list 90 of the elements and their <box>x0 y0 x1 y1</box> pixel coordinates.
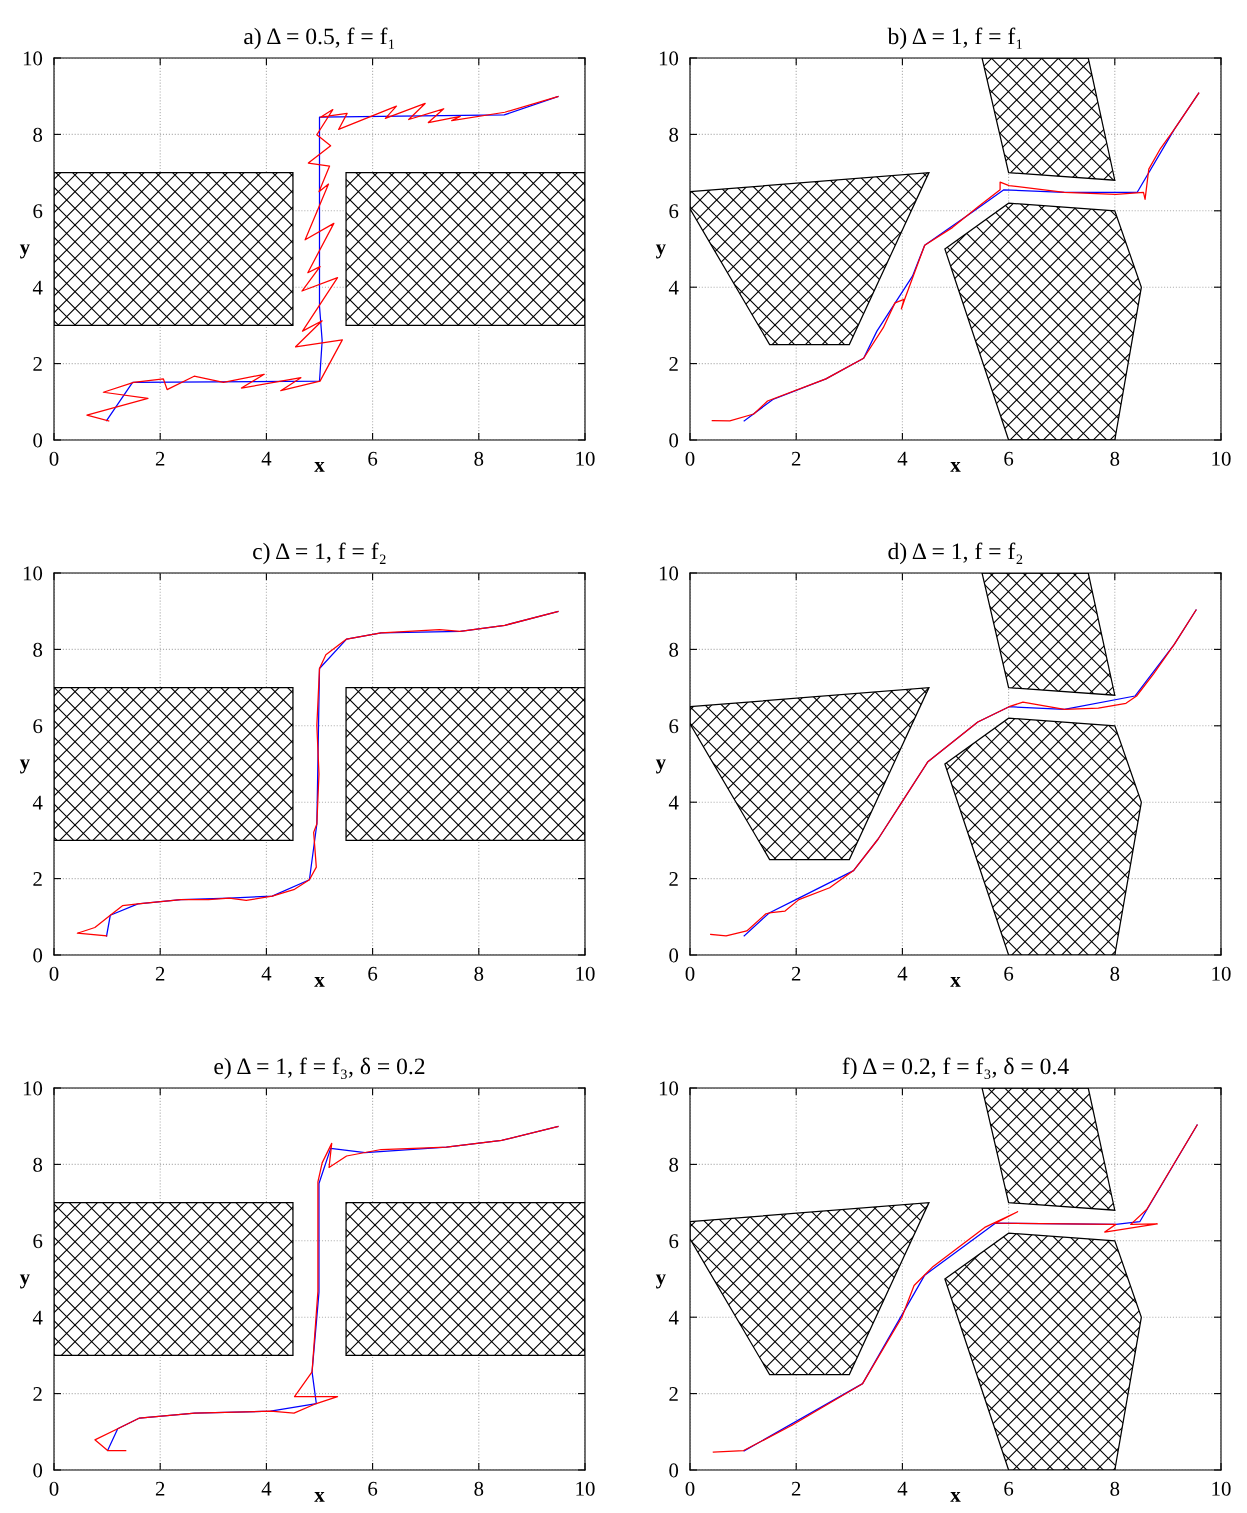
y-tick-label: 6 <box>669 204 679 219</box>
x-tick-label: 8 <box>474 451 484 466</box>
x-axis-title: x <box>314 1492 325 1502</box>
x-tick-label: 10 <box>1212 1481 1231 1496</box>
y-tick-label: 10 <box>659 566 679 581</box>
x-tick-label: 8 <box>474 966 484 981</box>
y-axis-title: y <box>19 1274 30 1289</box>
y-tick-label: 6 <box>33 204 43 219</box>
y-tick-label: 4 <box>32 280 43 295</box>
y-axis-title: y <box>655 1274 666 1289</box>
x-tick-label: 6 <box>1004 451 1014 466</box>
y-tick-label: 10 <box>23 51 43 66</box>
chart-title: c) Δ = 1, f = f₂ <box>253 542 386 565</box>
x-tick-label: 6 <box>368 966 378 981</box>
x-tick-label: 4 <box>897 1481 908 1496</box>
x-tick-label: 2 <box>791 451 801 466</box>
x-tick-label: 2 <box>155 966 165 981</box>
y-tick-label: 4 <box>32 795 43 810</box>
y-axis-title: y <box>19 244 30 259</box>
x-tick-label: 8 <box>1110 1481 1120 1496</box>
x-tick-label: 0 <box>685 1481 695 1496</box>
x-tick-label: 0 <box>49 1481 59 1496</box>
y-tick-label: 10 <box>659 1081 679 1096</box>
y-tick-label: 2 <box>33 872 42 886</box>
y-tick-label: 4 <box>32 1310 43 1325</box>
y-tick-label: 2 <box>669 872 678 886</box>
y-tick-label: 10 <box>23 1081 43 1096</box>
chart-title: d) Δ = 1, f = f₂ <box>888 542 1023 565</box>
y-tick-label: 6 <box>669 719 679 734</box>
x-tick-label: 4 <box>897 966 908 981</box>
y-tick-label: 8 <box>33 642 43 657</box>
x-axis-title: x <box>950 462 961 472</box>
y-tick-label: 10 <box>23 566 43 581</box>
y-axis-title: y <box>655 244 666 259</box>
y-axis-title: y <box>655 759 666 774</box>
x-tick-label: 4 <box>261 966 272 981</box>
y-axis-title: y <box>19 759 30 774</box>
chart-title: b) Δ = 1, f = f₁ <box>887 27 1022 50</box>
x-tick-label: 8 <box>1110 966 1120 981</box>
x-tick-label: 0 <box>685 451 695 466</box>
x-tick-label: 2 <box>155 451 165 466</box>
y-tick-label: 0 <box>33 433 43 448</box>
x-tick-label: 8 <box>474 1481 484 1496</box>
y-tick-label: 8 <box>33 1157 43 1172</box>
x-tick-label: 2 <box>155 1481 165 1496</box>
x-tick-label: 0 <box>49 451 59 466</box>
x-tick-label: 10 <box>1212 966 1231 981</box>
x-tick-label: 10 <box>576 966 595 981</box>
x-tick-label: 0 <box>685 966 695 981</box>
y-tick-label: 0 <box>33 1463 43 1478</box>
y-tick-label: 4 <box>668 1310 679 1325</box>
x-tick-label: 4 <box>261 451 272 466</box>
y-tick-label: 10 <box>659 51 679 66</box>
y-tick-label: 2 <box>669 1387 678 1401</box>
y-tick-label: 0 <box>669 1463 679 1478</box>
y-tick-label: 6 <box>33 719 43 734</box>
y-tick-label: 2 <box>33 357 42 371</box>
x-tick-label: 6 <box>368 1481 378 1496</box>
x-tick-label: 8 <box>1110 451 1120 466</box>
y-tick-label: 4 <box>668 795 679 810</box>
x-axis-title: x <box>950 977 961 987</box>
x-axis-title: x <box>314 462 325 472</box>
y-tick-label: 8 <box>33 127 43 142</box>
y-tick-label: 6 <box>669 1234 679 1249</box>
y-tick-label: 0 <box>33 948 43 963</box>
chart-title: f) Δ = 0.2, f = f₃, δ = 0.4 <box>842 1057 1069 1080</box>
y-tick-label: 8 <box>669 642 679 657</box>
y-tick-label: 0 <box>669 948 679 963</box>
x-axis-title: x <box>950 1492 961 1502</box>
y-tick-label: 6 <box>33 1234 43 1249</box>
y-tick-label: 8 <box>669 127 679 142</box>
x-tick-label: 10 <box>576 1481 595 1496</box>
x-tick-label: 2 <box>791 1481 801 1496</box>
x-tick-label: 4 <box>897 451 908 466</box>
chart-title: e) Δ = 1, f = f₃, δ = 0.2 <box>214 1057 425 1080</box>
y-tick-label: 8 <box>669 1157 679 1172</box>
x-tick-label: 0 <box>49 966 59 981</box>
x-tick-label: 4 <box>261 1481 272 1496</box>
x-tick-label: 10 <box>576 451 595 466</box>
x-axis-title: x <box>314 977 325 987</box>
x-tick-label: 6 <box>1004 1481 1014 1496</box>
y-tick-label: 4 <box>668 280 679 295</box>
y-tick-label: 0 <box>669 433 679 448</box>
y-tick-label: 2 <box>33 1387 42 1401</box>
x-tick-label: 10 <box>1212 451 1231 466</box>
x-tick-label: 2 <box>791 966 801 981</box>
y-tick-label: 2 <box>669 357 678 371</box>
x-tick-label: 6 <box>368 451 378 466</box>
chart-title: a) Δ = 0.5, f = f₁ <box>244 27 395 50</box>
x-tick-label: 6 <box>1004 966 1014 981</box>
